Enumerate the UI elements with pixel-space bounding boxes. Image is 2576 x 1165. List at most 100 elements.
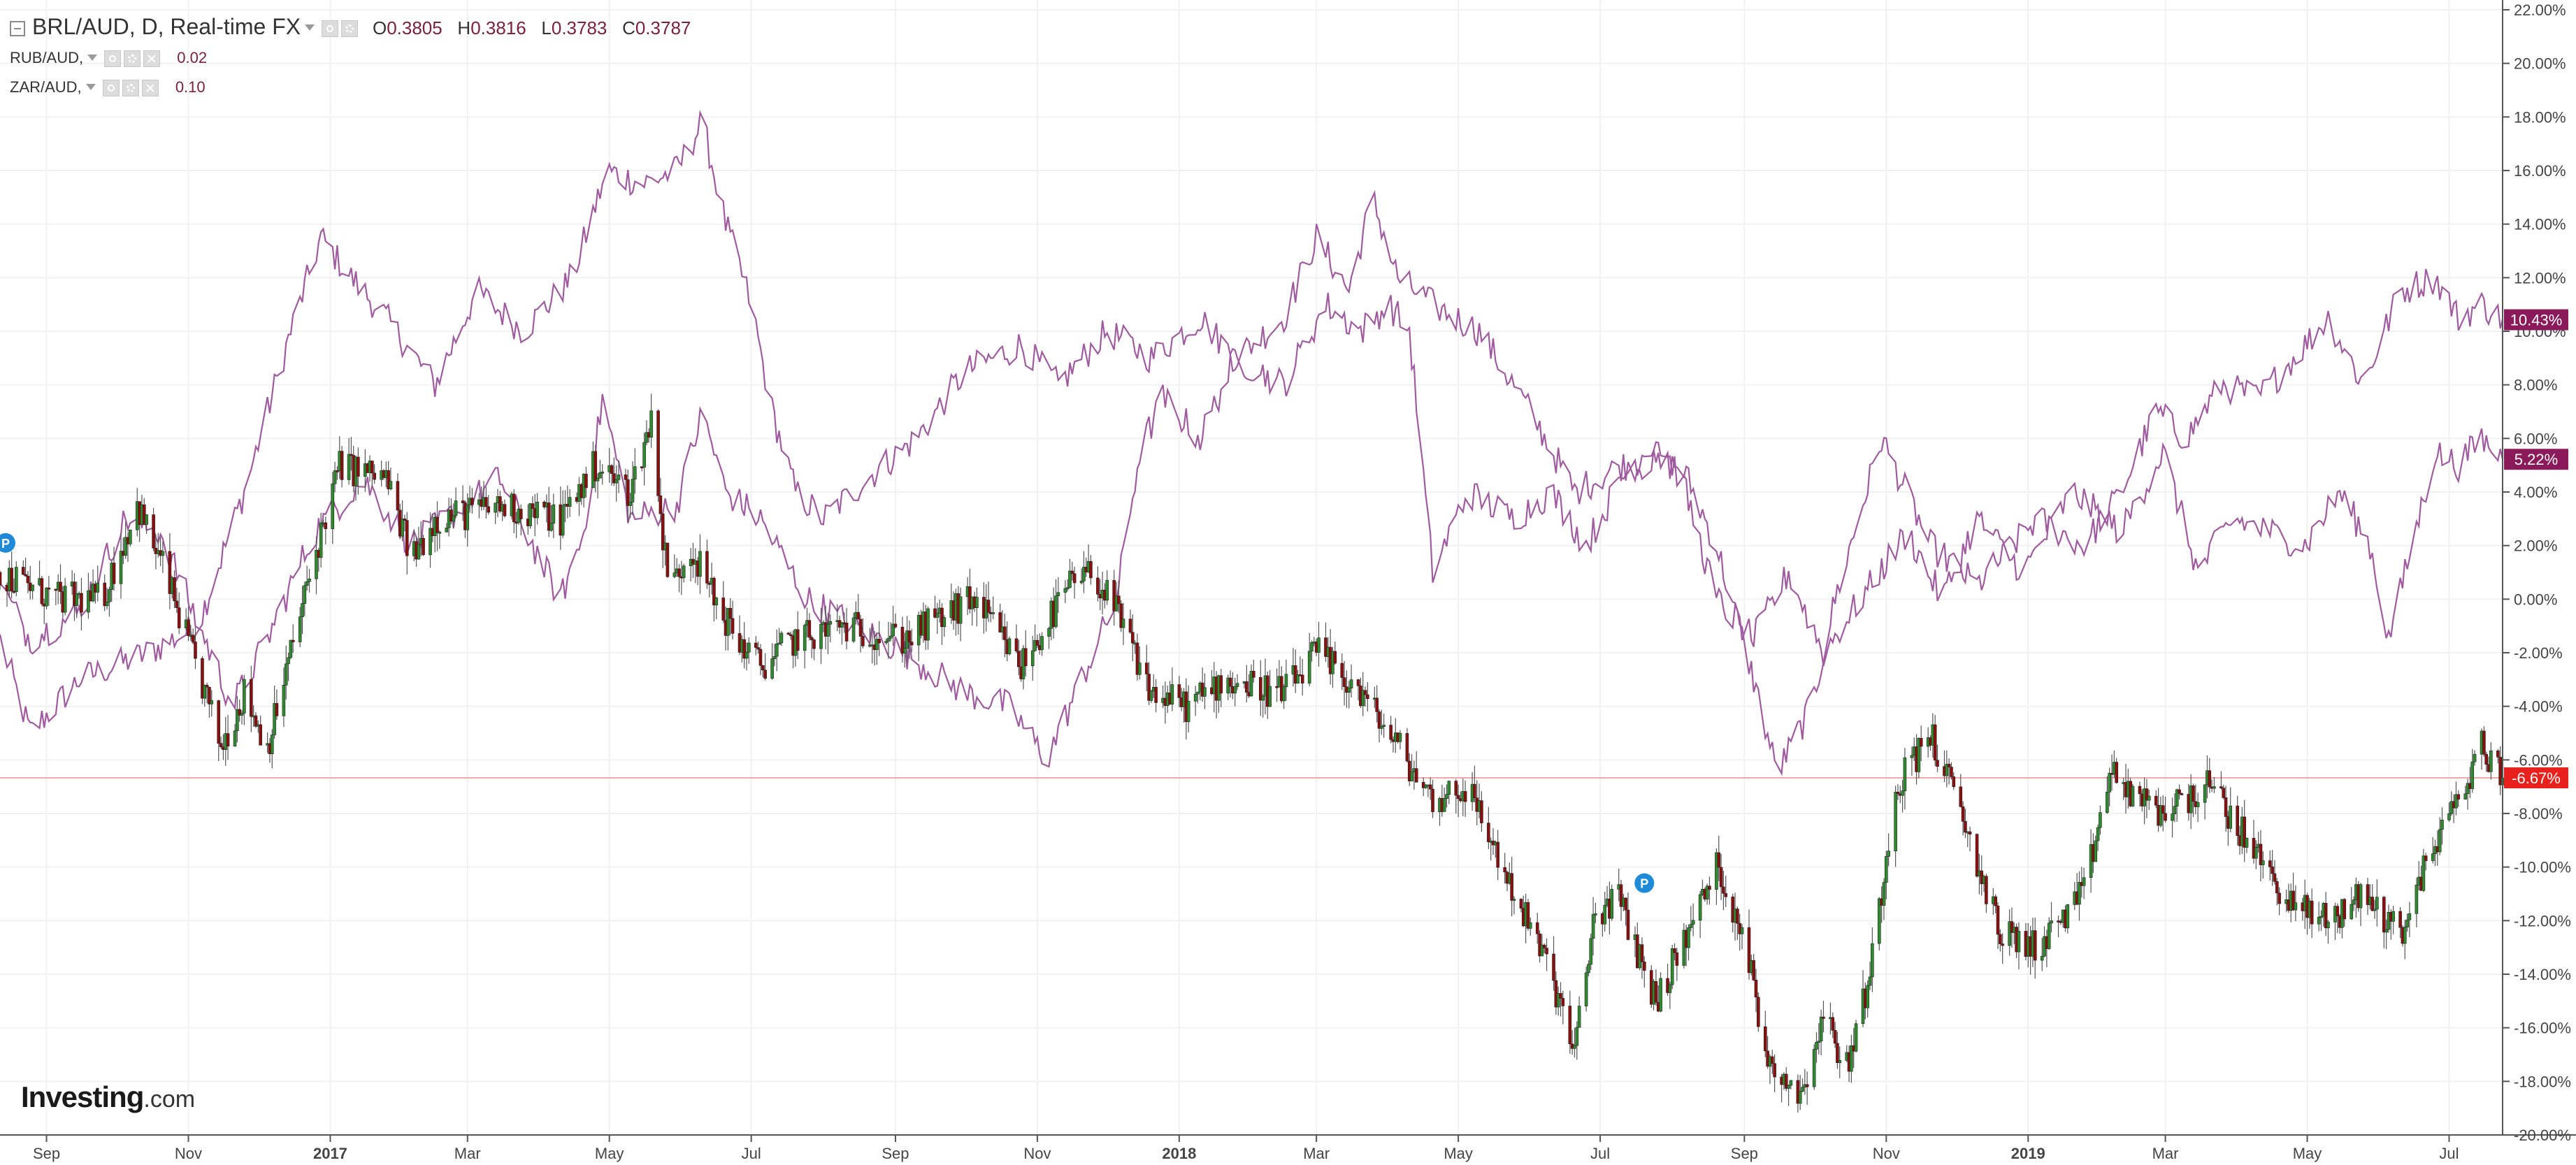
candle-down xyxy=(187,619,190,636)
candle-down xyxy=(810,637,814,640)
ohlc-low-value: 0.3783 xyxy=(551,17,607,38)
candle-down xyxy=(2115,762,2118,783)
candle-up xyxy=(1689,924,1693,928)
candle-up xyxy=(631,479,635,502)
candle-up xyxy=(1063,588,1067,593)
candle-down xyxy=(856,612,861,620)
candle-up xyxy=(298,616,302,642)
candle-up xyxy=(2470,761,2475,789)
compare-value-rub: 0.02 xyxy=(177,49,208,66)
candle-up xyxy=(2261,860,2265,865)
candle-down xyxy=(1356,679,1360,686)
candle-up xyxy=(633,466,637,479)
candle-up xyxy=(1149,690,1153,701)
candle-up xyxy=(2375,897,2379,910)
candle-down xyxy=(1952,776,1956,788)
close-icon[interactable] xyxy=(143,50,161,68)
candle-down xyxy=(1773,1063,1776,1078)
candle-down xyxy=(1219,675,1223,694)
candle-up xyxy=(1047,628,1051,637)
candle-up xyxy=(875,639,879,651)
candle-down xyxy=(324,522,328,529)
candle-down xyxy=(624,475,628,480)
chevron-down-icon[interactable] xyxy=(85,84,96,91)
chevron-down-icon[interactable] xyxy=(87,55,98,61)
candle-down xyxy=(1300,674,1304,683)
candles-group xyxy=(0,393,2505,1113)
candle-down xyxy=(626,479,630,506)
candle-down xyxy=(177,607,181,628)
candle-down xyxy=(986,600,991,613)
candle-up xyxy=(1819,1016,1823,1042)
candle-up xyxy=(2422,855,2426,891)
candle-down xyxy=(2398,911,2402,928)
gear-icon[interactable] xyxy=(122,80,139,97)
candle-down xyxy=(2482,730,2486,755)
candle-up xyxy=(747,642,751,653)
candle-up xyxy=(942,617,947,628)
candle-down xyxy=(512,493,516,523)
candle-down xyxy=(742,639,746,659)
candle-up xyxy=(1186,701,1190,723)
candle-up xyxy=(333,470,337,484)
gear-icon[interactable] xyxy=(341,20,359,37)
candle-down xyxy=(461,500,465,503)
candle-up xyxy=(31,584,34,591)
candle-up xyxy=(75,593,79,606)
chevron-down-icon[interactable] xyxy=(305,24,315,31)
main-series-header: BRL/AUD, D, Real-time FX O0.3805 H0.3816… xyxy=(10,14,691,40)
candle-down xyxy=(47,587,51,590)
candle-down xyxy=(1023,648,1028,667)
candle-up xyxy=(1233,686,1237,694)
candle-down xyxy=(1757,997,1760,1027)
x-tick-label: Nov xyxy=(1873,1145,1900,1162)
candle-down xyxy=(503,504,507,516)
y-tick-label: -8.00% xyxy=(2514,805,2563,823)
candle-up xyxy=(2454,794,2458,809)
candle-down xyxy=(2275,881,2279,894)
candle-up xyxy=(779,632,784,644)
candle-up xyxy=(2131,786,2135,806)
eye-icon[interactable] xyxy=(104,50,122,68)
ohlc-open-label: O xyxy=(372,17,387,38)
pattern-marker-label: P xyxy=(1,537,10,551)
candle-down xyxy=(2224,797,2228,817)
eye-icon[interactable] xyxy=(322,20,339,37)
candle-down xyxy=(26,575,30,584)
pattern-marker-icon xyxy=(1634,873,1655,893)
candle-up xyxy=(1575,1027,1579,1046)
x-tick-label: Nov xyxy=(1023,1145,1051,1162)
candle-up xyxy=(1715,852,1718,890)
candle-up xyxy=(1789,1080,1793,1086)
candle-down xyxy=(1545,948,1548,955)
close-icon[interactable] xyxy=(141,80,159,97)
candle-up xyxy=(1349,679,1353,688)
collapse-icon[interactable] xyxy=(10,20,25,36)
candle-down xyxy=(175,600,179,608)
candle-up xyxy=(1573,1045,1576,1049)
ohlc-high-value: 0.3816 xyxy=(470,17,526,38)
candle-down xyxy=(250,679,253,717)
candle-down xyxy=(2366,884,2370,905)
candle-up xyxy=(1398,733,1402,742)
gear-icon[interactable] xyxy=(124,50,141,68)
compare-symbol-rub[interactable]: RUB/AUD, xyxy=(10,49,84,66)
candle-down xyxy=(1994,896,1997,906)
candle-up xyxy=(2078,882,2081,905)
candle-down xyxy=(1961,806,1965,822)
candle-up xyxy=(108,589,111,602)
candle-up xyxy=(1882,882,1886,906)
candle-up xyxy=(2463,793,2468,799)
candle-down xyxy=(593,451,598,482)
candle-down xyxy=(1947,764,1951,767)
candle-up xyxy=(777,642,781,645)
candle-down xyxy=(1154,687,1158,703)
candle-up xyxy=(1584,972,1588,1006)
main-series-symbol[interactable]: BRL/AUD, D, Real-time FX xyxy=(32,14,301,39)
y-tick-label: 12.00% xyxy=(2514,269,2566,287)
candle-down xyxy=(1754,979,1758,998)
candle-up xyxy=(1659,978,1662,1012)
eye-icon[interactable] xyxy=(102,80,120,97)
compare-symbol-zar[interactable]: ZAR/AUD, xyxy=(10,78,82,96)
